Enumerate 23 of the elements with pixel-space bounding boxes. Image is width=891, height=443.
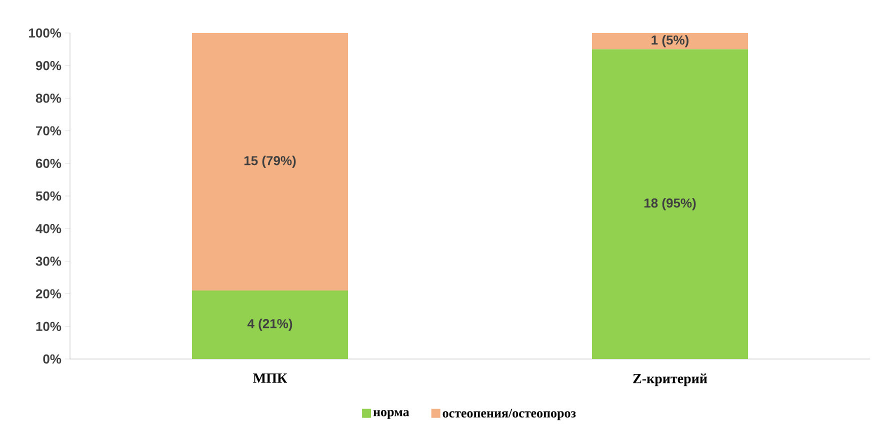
legend-label: норма (373, 410, 410, 419)
bar (592, 32, 748, 50)
y-tick-label: 90% (36, 60, 62, 70)
y-tick-label: 30% (36, 256, 62, 266)
data-label: 4 (21%) (247, 318, 292, 331)
x-tick-label: МПК (253, 374, 288, 383)
bar (192, 290, 348, 359)
y-tick-label: 40% (36, 224, 62, 234)
y-tick-label: 20% (36, 289, 62, 298)
data-label: 1 (5%) (652, 35, 688, 48)
data-label: 15 (79%) (244, 156, 296, 168)
bar (192, 32, 348, 291)
y-tick-label: 100% (29, 28, 62, 38)
y-tick-label: 70% (36, 126, 62, 136)
x-tick-label: Z-критерий (633, 374, 708, 386)
y-tick-label: 60% (36, 158, 62, 168)
y-tick-label: 10% (36, 322, 62, 331)
bar (592, 49, 748, 359)
legend-label: остеопения/остеопороз (442, 408, 576, 420)
data-label: 18 (95%) (644, 198, 696, 210)
y-tick-label: 0% (43, 354, 62, 364)
y-tick-label: 50% (36, 191, 62, 201)
y-tick-label: 80% (36, 94, 62, 103)
